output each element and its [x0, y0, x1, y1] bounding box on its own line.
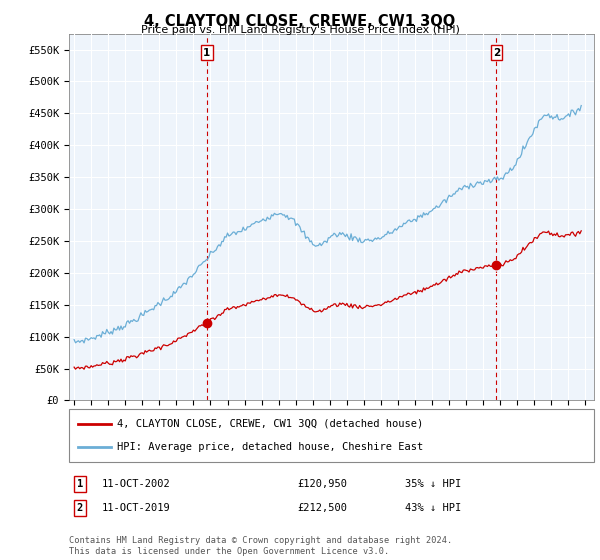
Text: 1: 1 — [203, 48, 211, 58]
Text: 2: 2 — [493, 48, 500, 58]
Text: Contains HM Land Registry data © Crown copyright and database right 2024.
This d: Contains HM Land Registry data © Crown c… — [69, 536, 452, 556]
Text: 4, CLAYTON CLOSE, CREWE, CW1 3QQ: 4, CLAYTON CLOSE, CREWE, CW1 3QQ — [145, 14, 455, 29]
Text: 2: 2 — [77, 503, 83, 513]
Text: £212,500: £212,500 — [297, 503, 347, 513]
Text: 1: 1 — [77, 479, 83, 489]
Text: £120,950: £120,950 — [297, 479, 347, 489]
Text: HPI: Average price, detached house, Cheshire East: HPI: Average price, detached house, Ches… — [117, 442, 423, 452]
Text: 11-OCT-2019: 11-OCT-2019 — [102, 503, 171, 513]
Text: 11-OCT-2002: 11-OCT-2002 — [102, 479, 171, 489]
Text: Price paid vs. HM Land Registry's House Price Index (HPI): Price paid vs. HM Land Registry's House … — [140, 25, 460, 35]
Text: 43% ↓ HPI: 43% ↓ HPI — [405, 503, 461, 513]
Text: 35% ↓ HPI: 35% ↓ HPI — [405, 479, 461, 489]
Text: 4, CLAYTON CLOSE, CREWE, CW1 3QQ (detached house): 4, CLAYTON CLOSE, CREWE, CW1 3QQ (detach… — [117, 419, 423, 429]
